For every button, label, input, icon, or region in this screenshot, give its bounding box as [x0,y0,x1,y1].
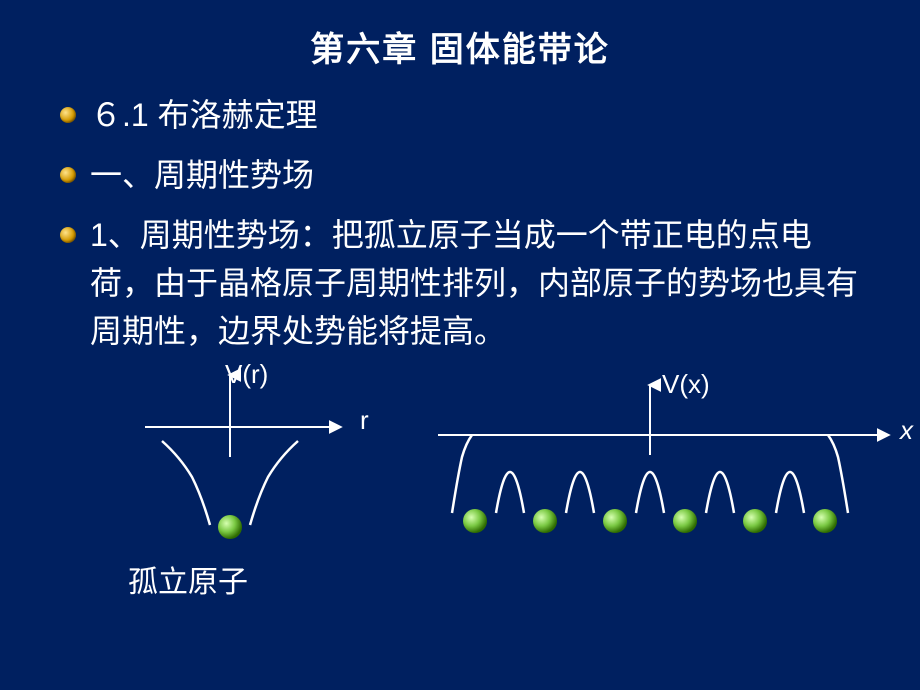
slide-body: ６.1 布洛赫定理 一、周期性势场 1、周期性势场：把孤立原子当成一个带正电的点… [0,71,920,627]
bullet-text-3: 1、周期性势场：把孤立原子当成一个带正电的点电荷，由于晶格原子周期性排列，内部原… [90,211,860,355]
label-v-r: V(r) [225,359,268,390]
bullet-line-1: ６.1 布洛赫定理 [60,91,860,139]
slide: 第六章 固体能带论 ６.1 布洛赫定理 一、周期性势场 1、周期性势场：把孤立原… [0,0,920,690]
atom-dot [463,509,487,533]
atom-dot [603,509,627,533]
arch [706,472,734,513]
bullet-icon [60,227,76,243]
arch [496,472,524,513]
arch [566,472,594,513]
bullet-icon [60,167,76,183]
curve-border-right [828,435,848,513]
slide-title: 第六章 固体能带论 [0,0,920,71]
figure-left [120,367,380,567]
atom-dot [218,515,242,539]
caption-left: 孤立原子 [128,557,248,601]
bullet-icon [60,107,76,123]
bullet-line-3: 1、周期性势场：把孤立原子当成一个带正电的点电荷，由于晶格原子周期性排列，内部原… [60,211,860,355]
figures-area: V(r) r 孤立原子 [100,367,900,627]
curve-border-left [452,435,472,513]
label-v-x: V(x) [662,369,710,400]
curve-left-branch [162,441,210,525]
curve-right-branch [250,441,298,525]
atom-dot [673,509,697,533]
arch [636,472,664,513]
atom-dot [813,509,837,533]
atom-dot [743,509,767,533]
bullet-line-2: 一、周期性势场 [60,151,860,199]
arch [776,472,804,513]
figure-right [430,375,900,575]
atom-dot [533,509,557,533]
bullet-text-1: ６.1 布洛赫定理 [90,91,860,139]
bullet-text-2: 一、周期性势场 [90,151,860,199]
label-x: x [900,415,913,446]
label-r: r [360,405,369,436]
